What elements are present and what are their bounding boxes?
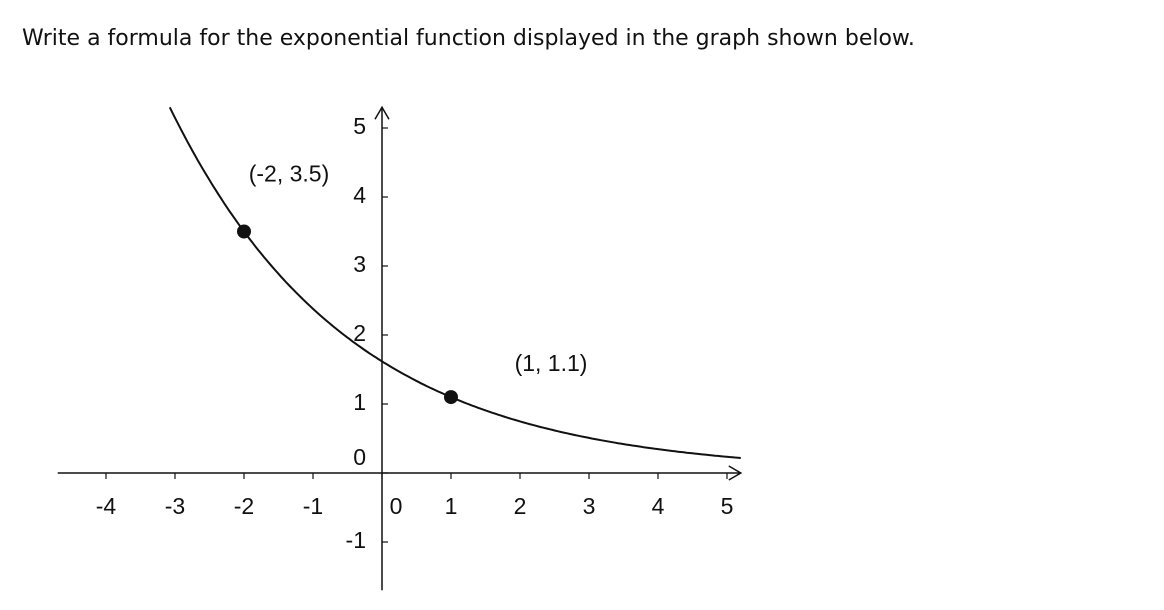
x-tick-label: 4 — [652, 493, 665, 519]
y-arrow — [374, 105, 390, 120]
y-tick-label: 2 — [353, 320, 366, 346]
x-tick-label: 1 — [445, 493, 458, 519]
x-tick-label: -3 — [165, 493, 185, 519]
y-tick-label: 1 — [353, 389, 366, 415]
question: Write a formula for the exponential func… — [22, 26, 915, 51]
y-tick-label: -1 — [346, 527, 366, 553]
x-tick-label: -4 — [96, 493, 117, 519]
point — [444, 390, 458, 405]
point-label: (-2, 3.5) — [249, 161, 330, 187]
x-arrow — [728, 465, 743, 481]
x-tick-label: -1 — [303, 493, 323, 519]
y-tick-label: 5 — [353, 113, 366, 139]
x-tick-label: 5 — [721, 493, 734, 519]
point-label: (1, 1.1) — [515, 350, 588, 376]
y-tick-label: 3 — [353, 251, 366, 277]
x-tick-label: 2 — [514, 493, 527, 519]
x-tick-label: 3 — [583, 493, 596, 519]
point — [237, 224, 251, 239]
x-tick-label: -2 — [234, 493, 254, 519]
x-tick-label: 0 — [390, 493, 403, 519]
y-tick-label: 4 — [353, 182, 366, 208]
y-tick-label: 0 — [353, 444, 366, 470]
